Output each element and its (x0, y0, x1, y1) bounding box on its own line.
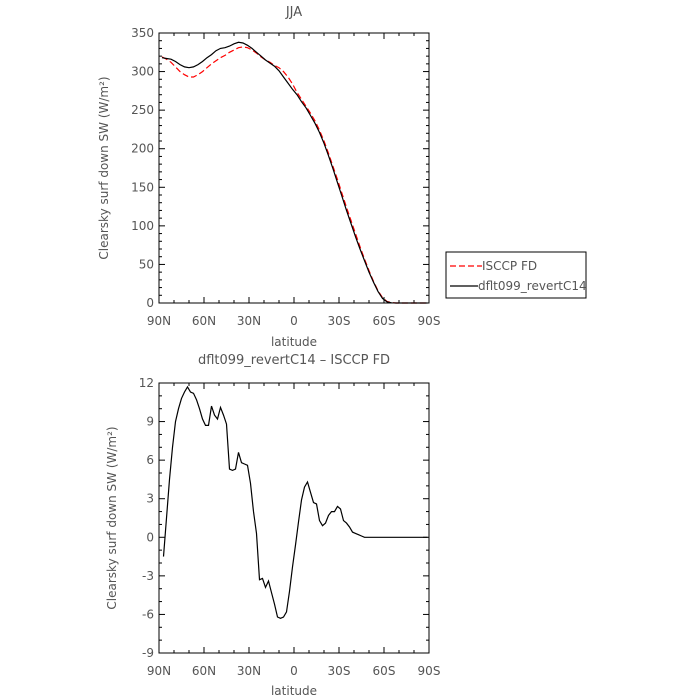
legend-label-isccp: ISCCP FD (482, 259, 537, 273)
legend-label-dflt: dflt099_revertC14 (478, 279, 587, 293)
top-chart: JJA Clearsky surf down SW (W/m²) latitud… (97, 5, 440, 349)
difference-line (162, 385, 428, 619)
top-chart-xlabel: latitude (271, 335, 317, 349)
y-tick-label: 9 (146, 415, 154, 429)
bottom-chart-lines (162, 385, 428, 619)
y-tick-label: -3 (142, 569, 154, 583)
legend-box (445, 251, 587, 299)
y-tick-label: -9 (142, 646, 154, 660)
top-chart-ticks: 0 50 100 150 200 250 300 350 90N 60N 30N 0 30S 60S 90S (131, 26, 440, 328)
y-tick-label: 3 (146, 492, 154, 506)
x-tick-label: 90S (418, 664, 441, 678)
x-tick-label: 30S (328, 664, 351, 678)
top-chart-frame (158, 32, 430, 304)
top-chart-title: JJA (285, 5, 302, 20)
x-tick-label: 90S (418, 314, 441, 328)
series-line-isccp-fd (161, 46, 428, 304)
y-tick-label: 350 (131, 26, 154, 40)
bottom-chart-ticks: -9 -6 -3 0 3 6 9 12 90N 60N 30N 0 30S 60S 90S (139, 376, 441, 678)
bottom-chart-ylabel: Clearsky surf down SW (W/m²) (105, 426, 119, 609)
y-tick-label: 50 (139, 257, 154, 271)
series-line-dflt099-revertc14 (161, 41, 428, 304)
x-tick-label: 60N (192, 664, 216, 678)
x-tick-label: 30N (237, 314, 261, 328)
x-tick-label: 60S (373, 664, 396, 678)
y-tick-label: 250 (131, 103, 154, 117)
top-chart-ylabel: Clearsky surf down SW (W/m²) (97, 76, 111, 259)
x-tick-label: 0 (290, 314, 298, 328)
x-tick-label: 30N (237, 664, 261, 678)
bottom-chart-frame (158, 382, 430, 654)
y-tick-label: 300 (131, 65, 154, 79)
bottom-chart-title: dflt099_revertC14 – ISCCP FD (198, 353, 390, 368)
bottom-chart-xlabel: latitude (271, 684, 317, 698)
x-tick-label: 0 (290, 664, 298, 678)
x-tick-label: 60S (373, 314, 396, 328)
y-tick-label: 12 (139, 376, 154, 390)
y-tick-label: 0 (146, 530, 154, 544)
y-tick-label: 200 (131, 142, 154, 156)
top-chart-lines (161, 41, 428, 304)
x-tick-label: 60N (192, 314, 216, 328)
y-tick-label: 6 (146, 453, 154, 467)
y-tick-label: 150 (131, 180, 154, 194)
y-tick-label: 100 (131, 219, 154, 233)
legend: ISCCP FD dflt099_revertC14 (445, 251, 587, 299)
x-tick-label: 30S (328, 314, 351, 328)
x-tick-label: 90N (147, 664, 171, 678)
x-tick-label: 90N (147, 314, 171, 328)
y-tick-label: 0 (146, 296, 154, 310)
bottom-chart: dflt099_revertC14 – ISCCP FD Clearsky su… (105, 353, 440, 698)
y-tick-label: -6 (142, 607, 154, 621)
